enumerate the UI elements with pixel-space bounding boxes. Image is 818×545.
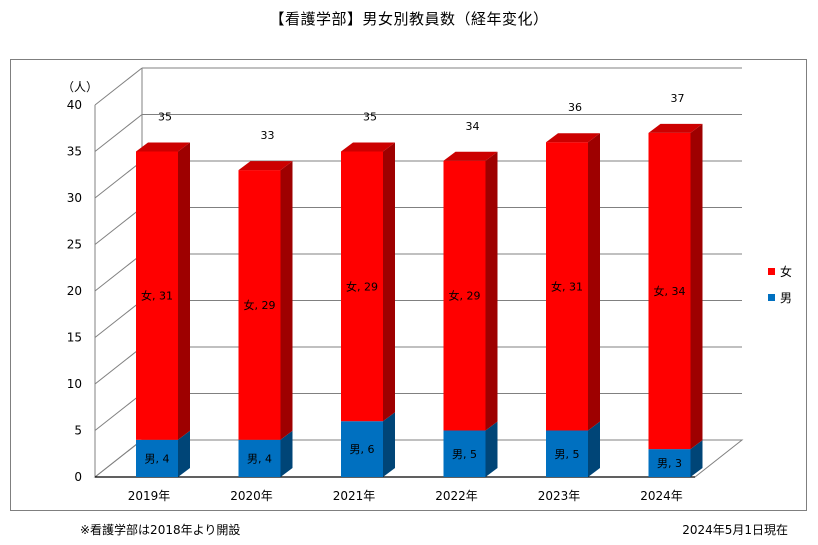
bar-female <box>136 151 178 440</box>
bar-female-top <box>238 161 293 171</box>
y-tick-label: 0 <box>74 470 82 484</box>
data-label-female: 女, 31 <box>141 289 173 303</box>
bar-female <box>648 132 691 450</box>
x-tick-label: 2020年 <box>230 489 273 503</box>
data-label-male: 男, 5 <box>452 448 477 461</box>
as-of-date: 2024年5月1日現在 <box>682 523 788 537</box>
data-label-female: 女, 29 <box>346 279 378 293</box>
total-label: 35 <box>363 111 377 124</box>
total-label: 36 <box>568 101 582 114</box>
bar-female-side <box>588 133 600 431</box>
data-label-male: 男, 4 <box>247 452 272 465</box>
bar-male-side <box>178 430 190 477</box>
y-tick-label: 10 <box>67 377 82 391</box>
bar-female-side <box>178 142 190 440</box>
gridline-diagonal <box>94 300 143 338</box>
bar-female-side <box>690 123 703 450</box>
bar-female-side <box>383 142 395 422</box>
gridline-diagonal <box>94 346 143 385</box>
gridline-diagonal <box>94 160 143 199</box>
data-label-female: 女, 29 <box>244 298 276 312</box>
bar-male <box>238 439 281 477</box>
gridline-diagonal <box>94 253 143 292</box>
legend-label: 女 <box>780 264 792 279</box>
bar-female-side <box>280 161 293 440</box>
bar-female <box>341 151 383 422</box>
bar-male-side <box>485 421 498 477</box>
data-label-female: 女, 34 <box>654 284 686 298</box>
total-label: 33 <box>261 129 275 142</box>
bar-female-side <box>485 151 498 431</box>
bar-male-side <box>588 421 600 477</box>
bar-female-top <box>648 123 703 133</box>
bar-female-top <box>341 142 395 152</box>
x-tick-label: 2023年 <box>538 489 581 503</box>
total-label: 37 <box>671 92 685 105</box>
bar-male <box>443 430 486 477</box>
page-title: 【看護学部】男女別教員数（経年変化） <box>269 10 549 28</box>
y-tick-label: 5 <box>74 424 82 438</box>
bar-male <box>648 449 691 477</box>
data-label-female: 女, 31 <box>551 279 583 293</box>
x-tick-label: 2019年 <box>128 489 171 503</box>
x-tick-label: 2022年 <box>435 489 478 503</box>
x-tick-label: 2024年 <box>640 489 683 503</box>
y-axis-unit: （人） <box>62 80 98 94</box>
data-label-female: 女, 29 <box>449 289 481 303</box>
gridline-diagonal <box>94 207 143 245</box>
chart-floor <box>93 439 744 478</box>
bar-female <box>443 160 486 431</box>
y-tick-label: 20 <box>67 284 82 298</box>
bar-female-top <box>443 151 498 161</box>
data-label-male: 男, 3 <box>657 457 682 470</box>
total-label: 34 <box>466 120 480 133</box>
x-tick-label: 2021年 <box>333 489 376 503</box>
bar-male <box>136 439 178 477</box>
bar-female <box>546 142 588 431</box>
y-tick-label: 25 <box>67 238 82 252</box>
bar-male-side <box>383 412 395 477</box>
y-tick-label: 35 <box>67 145 82 159</box>
bar-male-side <box>280 430 293 477</box>
total-label: 35 <box>158 111 172 124</box>
y-tick-label: 15 <box>67 331 82 345</box>
bar-female <box>238 170 281 440</box>
footnote: ※看護学部は2018年より開設 <box>80 523 241 537</box>
y-tick-label: 40 <box>67 98 82 112</box>
legend-label: 男 <box>780 291 792 305</box>
bar-female-top <box>546 133 600 143</box>
gridline-diagonal <box>94 393 143 431</box>
legend-swatch <box>768 268 775 275</box>
data-label-male: 男, 5 <box>555 448 580 461</box>
gridline-diagonal <box>94 67 143 106</box>
bar-male-side <box>690 440 703 477</box>
bar-female-top <box>136 142 190 152</box>
gridline-diagonal <box>94 114 143 152</box>
legend-swatch <box>768 294 775 301</box>
y-tick-label: 30 <box>67 191 82 205</box>
data-label-male: 男, 4 <box>145 452 170 465</box>
bar-male <box>341 421 383 477</box>
data-label-male: 男, 6 <box>350 443 375 456</box>
bar-male <box>546 430 588 477</box>
